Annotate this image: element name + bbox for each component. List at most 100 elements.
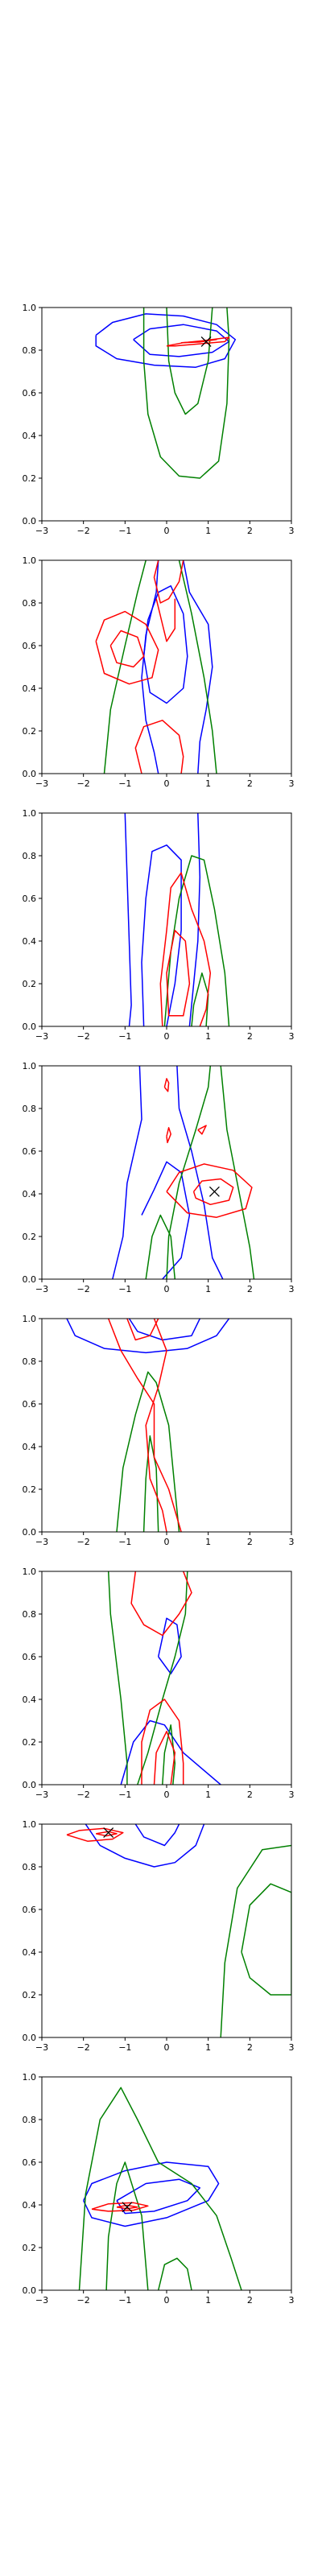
y-tick-label: 0.6 [23, 1652, 37, 1662]
y-tick-label: 0.0 [23, 1274, 37, 1285]
blue-contour-line [176, 1066, 224, 1279]
green-contour-line [142, 308, 230, 479]
x-marker [200, 336, 212, 347]
blue-contour-line [142, 585, 188, 704]
red-contour-line [181, 339, 217, 344]
blue-contour-line [133, 324, 230, 357]
x-tick-label: −3 [35, 778, 48, 789]
x-tick-label: 1 [205, 526, 211, 536]
x-tick-label: 2 [247, 1031, 253, 1042]
red-contour-line [95, 610, 159, 685]
x-tick-label: 3 [289, 1284, 295, 1294]
subplot-1: −3 −2 −1 0 1 2 3 0.0 0.2 0.4 0.6 0.8 1.0 [23, 303, 295, 536]
y-tick-label: 1.0 [23, 1819, 37, 1830]
x-tick-label: 0 [164, 1031, 170, 1042]
x-tick-label: −1 [118, 1284, 131, 1294]
green-contour-line [191, 972, 209, 1026]
y-tick-label: 0.6 [23, 641, 37, 651]
x-marker [122, 2202, 133, 2213]
green-contour-line [137, 1571, 188, 1785]
x-tick-label: −1 [118, 1537, 131, 1547]
green-contour-line [166, 308, 213, 415]
green-contour-line [163, 855, 230, 1026]
green-contour-line [178, 560, 217, 774]
y-tick-label: 0.6 [23, 1146, 37, 1157]
subplot-5: −3 −2 −1 0 1 2 3 0.0 0.2 0.4 0.6 0.8 1.0 [23, 1314, 295, 1547]
x-tick-label: 2 [247, 1537, 253, 1547]
x-tick-label: −2 [77, 1790, 90, 1800]
x-tick-label: −1 [118, 1031, 131, 1042]
green-contour-line [220, 1844, 291, 2037]
green-contour-line [116, 1371, 180, 1532]
axes-frame [41, 559, 292, 774]
x-tick-label: 0 [164, 526, 170, 536]
plot-area [124, 813, 230, 1026]
x-tick-label: −1 [118, 2295, 131, 2306]
red-contour-line [197, 1125, 207, 1135]
y-tick-label: 1.0 [23, 303, 37, 313]
y-tick-label: 0.4 [23, 1189, 37, 1199]
blue-contour-line [66, 1319, 230, 1354]
blue-contour-line [141, 560, 159, 774]
subplot-8: −3 −2 −1 0 1 2 3 0.0 0.2 0.4 0.6 0.8 1.0 [23, 2072, 295, 2306]
y-tick-label: 0.2 [23, 1484, 37, 1495]
x-tick-label: −1 [118, 2042, 131, 2053]
y-tick-label: 0.8 [23, 1862, 37, 1872]
plot-area [107, 1571, 221, 1785]
subplot-3: −3 −2 −1 0 1 2 3 0.0 0.2 0.4 0.6 0.8 1.0 [23, 808, 295, 1042]
blue-contour-line [141, 844, 182, 1026]
blue-contour-line [188, 813, 201, 1026]
x-tick-label: 1 [205, 1790, 211, 1800]
subplot-4: −3 −2 −1 0 1 2 3 0.0 0.2 0.4 0.6 0.8 1.0 [23, 1061, 295, 1294]
y-tick-label: 0.8 [23, 1609, 37, 1620]
x-tick-label: −1 [118, 778, 131, 789]
red-contour-line [192, 1178, 234, 1206]
green-contour-line [157, 2257, 192, 2290]
y-tick-label: 0.4 [23, 936, 37, 947]
subplot-7: −3 −2 −1 0 1 2 3 0.0 0.2 0.4 0.6 0.8 1.0 [23, 1819, 295, 2053]
axes-frame [41, 307, 292, 522]
green-contour-line [145, 1214, 176, 1279]
x-tick-label: 2 [247, 526, 253, 536]
x-marker [208, 1186, 220, 1197]
y-tick-label: 0.0 [23, 2285, 37, 2296]
green-contour-line [166, 1066, 212, 1279]
y-tick-label: 0.0 [23, 769, 37, 779]
blue-contour-line [116, 2178, 201, 2215]
y-tick-label: 0.6 [23, 388, 37, 398]
green-contour-line [78, 2087, 242, 2290]
green-contour-line [220, 1066, 255, 1279]
red-contour-line [166, 1163, 253, 1218]
red-contour-line [134, 720, 184, 774]
x-tick-label: −2 [77, 2295, 90, 2306]
x-tick-label: 0 [164, 1284, 170, 1294]
red-contour-line [159, 872, 212, 1026]
y-tick-label: 0.4 [23, 1947, 37, 1958]
x-tick-label: −3 [35, 2295, 48, 2306]
x-tick-label: −3 [35, 1790, 48, 1800]
blue-contour-line [124, 813, 132, 1026]
red-contour-line [163, 1078, 170, 1092]
y-tick-label: 0.2 [23, 473, 37, 484]
x-tick-label: 3 [289, 1790, 295, 1800]
x-tick-label: 1 [205, 1031, 211, 1042]
y-tick-label: 0.6 [23, 1399, 37, 1410]
y-tick-label: 0.0 [23, 1780, 37, 1790]
x-tick-label: −3 [35, 2042, 48, 2053]
red-contour-line [96, 1831, 118, 1837]
subplot-2: −3 −2 −1 0 1 2 3 0.0 0.2 0.4 0.6 0.8 1.0 [23, 555, 295, 789]
y-tick-label: 0.2 [23, 1990, 37, 2000]
axes-frame [41, 1571, 292, 1785]
y-tick-label: 0.4 [23, 683, 37, 694]
y-tick-label: 1.0 [23, 808, 37, 819]
y-tick-label: 0.0 [23, 1527, 37, 1538]
y-tick-label: 0.8 [23, 1356, 37, 1367]
blue-contour-line [141, 1161, 191, 1279]
y-tick-label: 0.2 [23, 726, 37, 737]
green-contour-line [241, 1883, 291, 1996]
blue-contour-line [83, 2161, 220, 2227]
x-tick-label: −2 [77, 1537, 90, 1547]
x-tick-label: −3 [35, 1284, 48, 1294]
y-tick-label: 0.0 [23, 2033, 37, 2043]
plot-area [66, 1319, 230, 1532]
